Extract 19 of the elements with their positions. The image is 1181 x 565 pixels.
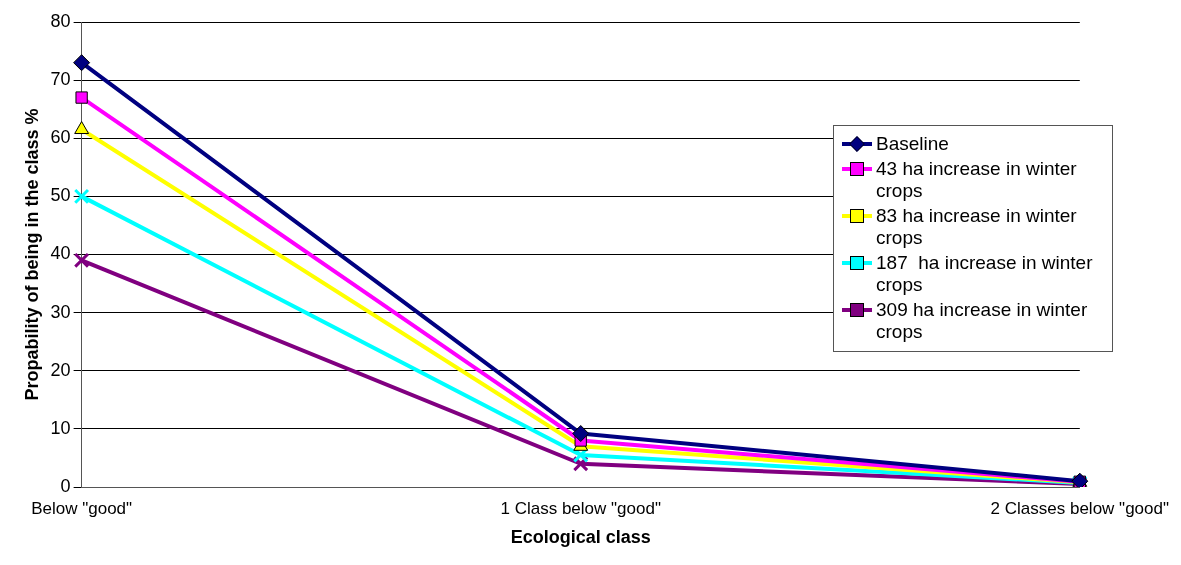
x-axis-title: Ecological class bbox=[510, 527, 651, 548]
y-axis-title: Propability of being in the class % bbox=[21, 108, 42, 401]
y-tick-label: 10 bbox=[50, 417, 71, 438]
y-tick-label: 60 bbox=[50, 127, 71, 148]
legend-label: 43 ha increase in winter crops bbox=[876, 158, 1078, 202]
y-tick-label: 30 bbox=[50, 301, 71, 322]
x-tick-label: 2 Classes below "good" bbox=[990, 498, 1170, 518]
legend-label: 187 ha increase in winter crops bbox=[876, 252, 1094, 296]
x-tick-label: 1 Class below "good" bbox=[500, 498, 661, 518]
y-tick-label: 20 bbox=[50, 359, 71, 380]
y-tick-label: 80 bbox=[50, 10, 71, 31]
legend-label: 309 ha increase in winter crops bbox=[876, 299, 1089, 343]
legend-label: Baseline bbox=[876, 133, 949, 155]
y-tick-label: 70 bbox=[50, 69, 71, 90]
y-tick-label: 40 bbox=[50, 243, 71, 264]
y-tick-label: 50 bbox=[50, 185, 71, 206]
legend-label: 83 ha increase in winter crops bbox=[876, 205, 1078, 249]
x-tick-label: Below "good" bbox=[31, 498, 133, 518]
y-tick-label: 0 bbox=[60, 475, 71, 496]
